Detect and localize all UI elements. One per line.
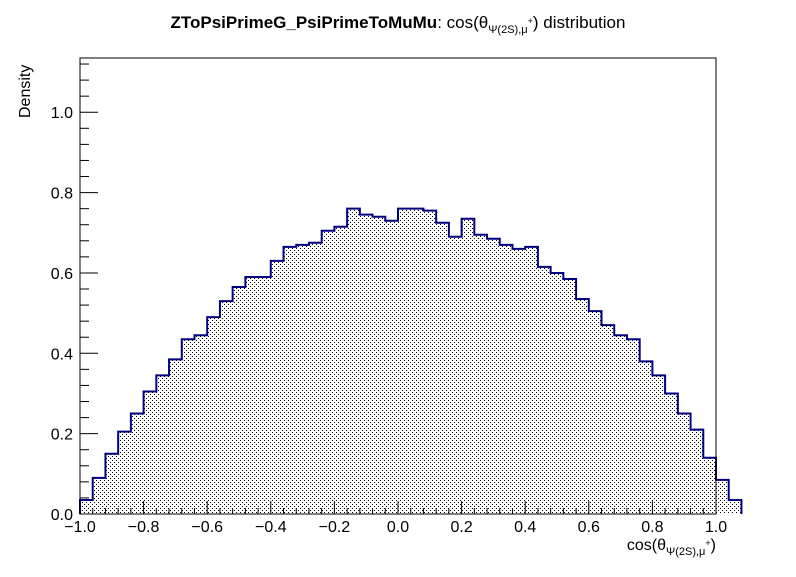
histogram-bin bbox=[728, 499, 742, 514]
chart-title: ZToPsiPrimeG_PsiPrimeToMuMu: cos(θΨ(2S),… bbox=[171, 13, 626, 36]
histogram-bin bbox=[143, 391, 157, 514]
histogram-bin bbox=[461, 218, 475, 515]
x-tick-label: −0.2 bbox=[319, 519, 351, 536]
histogram-bin bbox=[232, 287, 246, 514]
y-axis: 0.0 0.2 0.4 0.6 0.8 1.0 bbox=[51, 63, 98, 524]
histogram-bin bbox=[130, 413, 144, 514]
histogram-bin bbox=[245, 276, 259, 514]
y-tick-label: 1.0 bbox=[51, 105, 73, 122]
histogram-bin bbox=[270, 260, 284, 514]
x-tick-label: 1.0 bbox=[705, 519, 727, 536]
histogram-bin bbox=[92, 477, 106, 514]
chart-title-subscript: Ψ(2S),μ bbox=[488, 24, 527, 36]
histogram-bin bbox=[690, 429, 704, 514]
histogram-bin bbox=[550, 272, 564, 514]
histogram-bin bbox=[410, 208, 424, 514]
histogram-bin bbox=[588, 311, 602, 514]
y-tick-label: 0.4 bbox=[51, 346, 73, 363]
histogram-bin bbox=[105, 453, 119, 514]
x-tick-label: −0.4 bbox=[255, 519, 287, 536]
histogram-bin bbox=[308, 242, 322, 514]
x-tick-label: −0.8 bbox=[128, 519, 160, 536]
chart-title-suffix: ) distribution bbox=[533, 13, 626, 32]
histogram-bin bbox=[156, 375, 170, 514]
histogram-bin bbox=[665, 393, 678, 514]
histogram-bars bbox=[79, 207, 743, 515]
histogram-bin bbox=[207, 317, 220, 514]
histogram-outline bbox=[79, 207, 743, 514]
histogram-bin bbox=[563, 278, 577, 514]
histogram-bin bbox=[652, 375, 666, 514]
histogram-bin bbox=[601, 325, 615, 514]
histogram-bin bbox=[283, 246, 297, 515]
x-tick-label: −1.0 bbox=[64, 519, 96, 536]
x-axis-label-prefix: cos(θ bbox=[627, 537, 666, 554]
histogram-bin bbox=[716, 479, 729, 514]
histogram-bin bbox=[487, 238, 500, 514]
x-tick-label: 0.8 bbox=[641, 519, 663, 536]
chart-title-superscript: + bbox=[528, 16, 533, 26]
chart-title-bold: ZToPsiPrimeG_PsiPrimeToMuMu bbox=[171, 13, 438, 32]
histogram-bin bbox=[677, 413, 691, 514]
histogram-bin bbox=[372, 216, 386, 514]
x-axis-label: cos(θΨ(2S),μ+) bbox=[627, 537, 716, 558]
histogram-bin bbox=[525, 246, 538, 515]
y-tick-label: 0.0 bbox=[51, 507, 73, 524]
histogram-bin bbox=[474, 234, 488, 514]
y-tick-label: 0.6 bbox=[51, 266, 73, 283]
histogram-bin bbox=[398, 208, 411, 514]
histogram-bin bbox=[436, 222, 449, 514]
histogram-bin bbox=[537, 266, 551, 514]
histogram-bin bbox=[614, 335, 627, 514]
histogram-bin bbox=[626, 339, 640, 514]
histogram-bin bbox=[347, 208, 360, 514]
histogram-bin bbox=[703, 457, 716, 514]
x-tick-label: 0.0 bbox=[387, 519, 409, 536]
histogram-bin bbox=[334, 226, 348, 514]
histogram-bin bbox=[219, 301, 233, 514]
histogram-bin bbox=[194, 335, 208, 514]
x-tick-label: 0.6 bbox=[578, 519, 600, 536]
x-axis-label-superscript: + bbox=[705, 538, 710, 548]
histogram-bin bbox=[423, 210, 437, 514]
histogram-bin bbox=[296, 244, 309, 514]
histogram-bin bbox=[258, 276, 271, 514]
histogram-bin bbox=[448, 236, 462, 515]
histogram-bin bbox=[118, 431, 131, 514]
chart-title-prefix: : cos(θ bbox=[437, 13, 488, 32]
histogram-bin bbox=[576, 299, 589, 514]
histogram-bin bbox=[639, 361, 653, 514]
y-tick-label: 0.8 bbox=[51, 186, 73, 203]
histogram-bin bbox=[512, 248, 526, 514]
histogram-bin bbox=[385, 220, 398, 514]
histogram-bin bbox=[321, 230, 335, 515]
x-axis: −1.0 −0.8 −0.6 −0.4 −0.2 0.0 0.2 0.4 0.6 0.8 1.0 bbox=[64, 501, 727, 536]
x-axis-label-suffix: ) bbox=[711, 537, 716, 554]
histogram-bin bbox=[169, 359, 182, 514]
x-tick-label: 0.4 bbox=[514, 519, 536, 536]
x-tick-label: 0.2 bbox=[450, 519, 472, 536]
histogram-bin bbox=[80, 499, 93, 514]
histogram-bin bbox=[359, 214, 373, 514]
histogram-bin bbox=[181, 339, 195, 514]
histogram-bin bbox=[499, 244, 513, 514]
x-axis-label-subscript: Ψ(2S),μ bbox=[666, 546, 705, 558]
y-tick-label: 0.2 bbox=[51, 427, 73, 444]
y-axis-label: Density bbox=[17, 65, 34, 118]
x-tick-label: −0.6 bbox=[191, 519, 223, 536]
